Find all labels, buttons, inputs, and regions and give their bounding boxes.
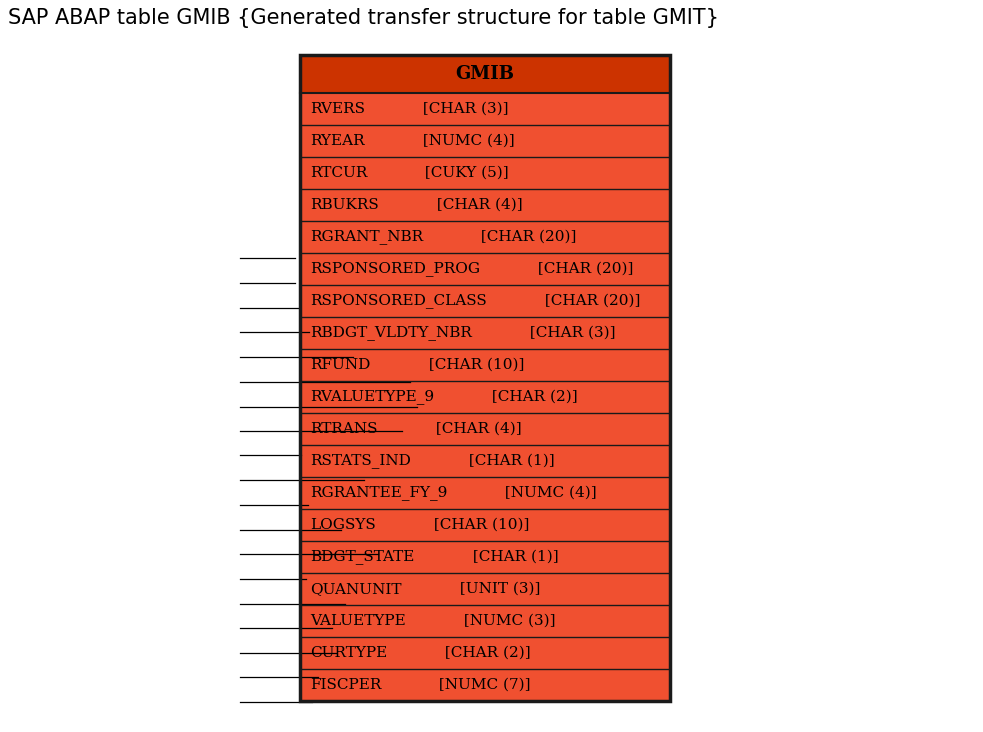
Text: RGRANTEE_FY_9: RGRANTEE_FY_9 [310,485,447,501]
Text: [UNIT (3)]: [UNIT (3)] [454,582,540,596]
FancyBboxPatch shape [300,413,670,445]
Text: RBUKRS: RBUKRS [310,198,378,212]
Text: [CHAR (1)]: [CHAR (1)] [464,454,554,468]
Text: CURTYPE: CURTYPE [310,646,387,660]
FancyBboxPatch shape [300,637,670,669]
Text: [CHAR (3)]: [CHAR (3)] [525,326,615,340]
FancyBboxPatch shape [300,509,670,541]
Text: QUANUNIT: QUANUNIT [310,582,401,596]
FancyBboxPatch shape [300,253,670,285]
FancyBboxPatch shape [300,285,670,317]
Text: [NUMC (4)]: [NUMC (4)] [500,486,597,500]
Text: RTRANS: RTRANS [310,422,377,436]
Text: RGRANT_NBR: RGRANT_NBR [310,230,423,244]
FancyBboxPatch shape [300,317,670,349]
Text: VALUETYPE: VALUETYPE [310,614,406,628]
Text: [CHAR (2)]: [CHAR (2)] [488,390,578,404]
FancyBboxPatch shape [300,477,670,509]
Text: BDGT_STATE: BDGT_STATE [310,550,415,564]
Text: RSPONSORED_PROG: RSPONSORED_PROG [310,261,480,277]
FancyBboxPatch shape [300,125,670,157]
FancyBboxPatch shape [300,669,670,701]
Text: [CHAR (20)]: [CHAR (20)] [476,230,577,244]
Text: RVERS: RVERS [310,102,365,116]
Text: RVALUETYPE_9: RVALUETYPE_9 [310,389,434,405]
Text: [CHAR (3)]: [CHAR (3)] [418,102,508,116]
FancyBboxPatch shape [300,573,670,605]
Text: [CHAR (1)]: [CHAR (1)] [468,550,558,564]
Text: [CHAR (20)]: [CHAR (20)] [540,294,640,308]
Text: [CHAR (2)]: [CHAR (2)] [440,646,531,660]
FancyBboxPatch shape [300,541,670,573]
FancyBboxPatch shape [300,381,670,413]
Text: [CHAR (4)]: [CHAR (4)] [431,422,521,436]
Text: [NUMC (7)]: [NUMC (7)] [434,678,531,692]
Text: [NUMC (3)]: [NUMC (3)] [459,614,555,628]
FancyBboxPatch shape [300,445,670,477]
Text: RYEAR: RYEAR [310,134,365,148]
Text: RFUND: RFUND [310,358,371,372]
FancyBboxPatch shape [300,55,670,93]
FancyBboxPatch shape [300,189,670,221]
Text: [CHAR (20)]: [CHAR (20)] [533,262,634,276]
Text: GMIB: GMIB [455,65,514,83]
Text: [CHAR (10)]: [CHAR (10)] [424,358,524,372]
Text: RSPONSORED_CLASS: RSPONSORED_CLASS [310,294,487,308]
Text: RBDGT_VLDTY_NBR: RBDGT_VLDTY_NBR [310,326,472,340]
FancyBboxPatch shape [300,605,670,637]
FancyBboxPatch shape [300,93,670,125]
Text: [CUKY (5)]: [CUKY (5)] [421,166,509,180]
Text: [CHAR (4)]: [CHAR (4)] [432,198,523,212]
Text: FISCPER: FISCPER [310,678,381,692]
Text: RTCUR: RTCUR [310,166,368,180]
Text: RSTATS_IND: RSTATS_IND [310,454,411,468]
FancyBboxPatch shape [300,157,670,189]
FancyBboxPatch shape [300,349,670,381]
Text: [CHAR (10)]: [CHAR (10)] [429,518,529,532]
Text: LOGSYS: LOGSYS [310,518,376,532]
Text: [NUMC (4)]: [NUMC (4)] [418,134,514,148]
Text: SAP ABAP table GMIB {Generated transfer structure for table GMIT}: SAP ABAP table GMIB {Generated transfer … [8,8,719,28]
FancyBboxPatch shape [300,221,670,253]
